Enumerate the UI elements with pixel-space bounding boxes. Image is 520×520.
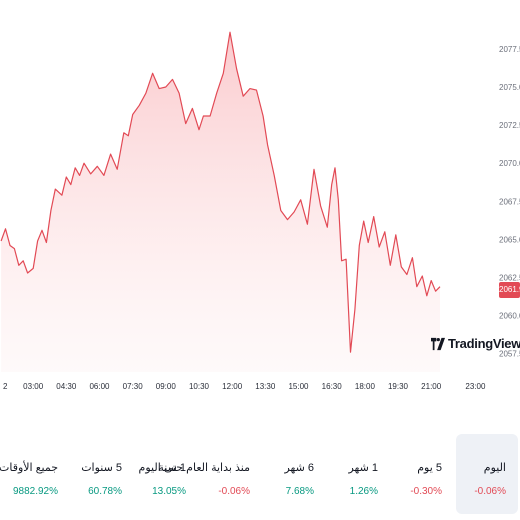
y-tick-label: 2060.00	[499, 312, 520, 321]
period-label: 1 سنة	[158, 462, 186, 474]
period-1-year[interactable]: 1 سنة 13.05%	[136, 434, 198, 514]
period-1-month[interactable]: 1 شهر 1.26%	[328, 434, 390, 514]
x-tick-label: 19:30	[388, 382, 409, 391]
period-label: 6 شهر	[284, 462, 314, 474]
price-area-fill	[1, 32, 440, 372]
x-tick-label: 18:00	[355, 382, 376, 391]
price-axis[interactable]: 2077.50 2075.00 2072.50 2070.00 2067.50 2065.…	[499, 45, 520, 359]
price-chart[interactable]: 2077.50 2075.00 2072.50 2070.00 2067.50 2065.…	[0, 0, 520, 400]
y-tick-label: 2057.50	[499, 350, 520, 359]
x-tick-label: 10:30	[189, 382, 210, 391]
x-tick-label: 23:00	[465, 382, 486, 391]
x-tick-label: 16:30	[322, 382, 343, 391]
x-tick-label: 15:00	[288, 382, 309, 391]
y-tick-label: 2067.50	[499, 197, 520, 206]
tradingview-logo[interactable]: TradingView	[431, 336, 520, 351]
y-tick-label: 2070.00	[499, 159, 520, 168]
period-value: 7.68%	[285, 486, 314, 497]
period-value: -0.06%	[218, 486, 250, 497]
period-5-days[interactable]: 5 يوم -0.30%	[392, 434, 454, 514]
y-tick-label: 2075.00	[499, 83, 520, 92]
period-value: 60.78%	[88, 486, 122, 497]
current-price-badge: 2061.94	[499, 282, 520, 298]
y-tick-label: 2077.50	[499, 45, 520, 54]
period-6-months[interactable]: 6 شهر 7.68%	[264, 434, 326, 514]
price-area-layer	[1, 32, 440, 372]
period-value: -0.30%	[410, 486, 442, 497]
x-tick-label: 13:30	[255, 382, 276, 391]
period-label: 5 سنوات	[81, 462, 122, 474]
period-value: 1.26%	[349, 486, 378, 497]
x-tick-label: 12:00	[222, 382, 243, 391]
y-tick-label: 2062.50	[499, 274, 520, 283]
period-label: 5 يوم	[417, 462, 442, 474]
x-tick-label: 09:00	[156, 382, 177, 391]
y-tick-label: 2065.00	[499, 235, 520, 244]
y-tick-label: 2072.50	[499, 121, 520, 130]
x-tick-label: 04:30	[56, 382, 77, 391]
x-tick-label: 06:00	[89, 382, 110, 391]
tradingview-logo-icon	[431, 337, 445, 350]
period-label: منذ بداية العام حتى اليوم	[138, 462, 250, 474]
performance-periods: اليوم -0.06% 5 يوم -0.30% 1 شهر 1.26% 6 …	[0, 434, 520, 520]
period-label: جميع الأوقات	[0, 462, 58, 474]
period-value: 13.05%	[152, 486, 186, 497]
period-label: 1 شهر	[348, 462, 378, 474]
x-tick-label: 21:00	[421, 382, 442, 391]
period-today[interactable]: اليوم -0.06%	[456, 434, 518, 514]
period-year-to-date[interactable]: منذ بداية العام حتى اليوم -0.06%	[139, 434, 262, 514]
period-value: 9882.92%	[12, 486, 58, 497]
tradingview-logo-text: TradingView	[448, 336, 520, 351]
price-line-layer	[0, 31, 441, 353]
x-tick-label: 07:30	[123, 382, 144, 391]
period-label: اليوم	[483, 462, 506, 474]
time-axis[interactable]: 2 03:00 04:30 06:00 07:30 09:00 10:30 12:00 13:3…	[3, 382, 486, 391]
price-line	[0, 31, 441, 353]
period-all-time[interactable]: جميع الأوقات 9882.92%	[0, 434, 70, 514]
period-value: -0.06%	[474, 486, 506, 497]
x-tick-label: 03:00	[23, 382, 44, 391]
period-5-years[interactable]: 5 سنوات 60.78%	[72, 434, 134, 514]
x-tick-label: 2	[3, 382, 8, 391]
